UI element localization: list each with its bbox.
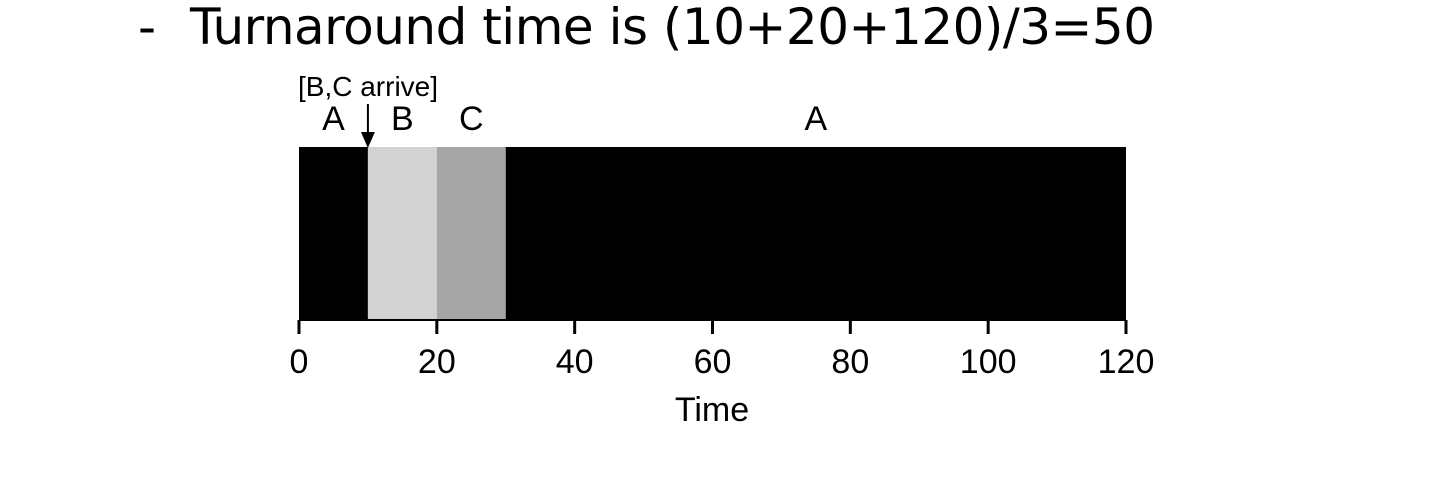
tick-label-100: 100 — [960, 343, 1017, 381]
schedule-segments — [299, 147, 1126, 320]
tick-label-120: 120 — [1098, 343, 1155, 381]
tick-label-40: 40 — [556, 343, 594, 381]
turnaround-text: Turnaround time is (10+20+120)/3=50 — [190, 0, 1155, 56]
arrival-annotation: [B,C arrive] — [298, 71, 438, 148]
x-axis-label: Time — [675, 391, 749, 429]
turnaround-bullet: - Turnaround time is (10+20+120)/3=50 — [138, 0, 1155, 56]
tick-label-20: 20 — [418, 343, 456, 381]
bullet-dash: - — [138, 0, 156, 56]
tick-label-60: 60 — [694, 343, 732, 381]
job-label-a-0: A — [322, 100, 345, 138]
job-label-b-1: B — [391, 100, 414, 138]
arrival-arrow-head — [360, 132, 375, 148]
time-axis: 0 20 40 60 80 100 120 — [290, 319, 1155, 381]
job-label-a-3: A — [805, 100, 828, 138]
segment-a-3 — [505, 147, 1126, 320]
segment-c-2 — [436, 147, 506, 320]
segment-a-0 — [299, 147, 368, 320]
tick-label-0: 0 — [290, 343, 309, 381]
job-label-c-2: C — [459, 100, 484, 138]
segment-b-1 — [367, 147, 437, 320]
annotation-text: [B,C arrive] — [298, 71, 438, 102]
tick-label-80: 80 — [831, 343, 869, 381]
